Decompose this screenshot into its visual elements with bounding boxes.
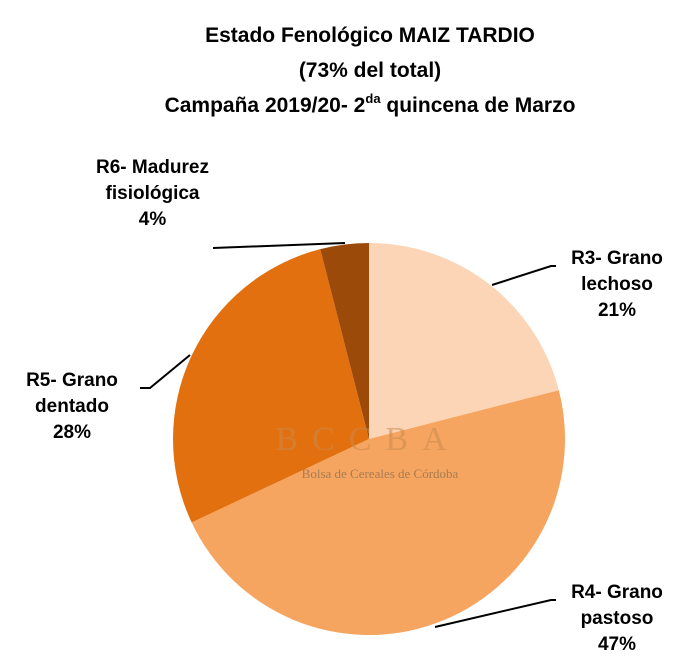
value-label: 28% xyxy=(52,422,92,443)
chart-title: Campaña 2019/20- 2 xyxy=(165,94,366,117)
leader-line xyxy=(491,265,556,286)
chart-title: Campaña 2019/20- 2da quincena de Marzo xyxy=(165,91,576,117)
leader-line xyxy=(434,599,556,628)
pie-slice xyxy=(369,243,559,439)
category-label: R3- Grano lechoso xyxy=(571,248,663,295)
value-label: 47% xyxy=(597,634,637,655)
watermark: BCCBA xyxy=(275,421,460,458)
pie-slice xyxy=(172,249,369,523)
chart-title: (73% del total) xyxy=(299,59,441,82)
category-label: R4- Grano pastoso xyxy=(571,582,663,629)
leader-lines xyxy=(140,242,556,628)
value-label: 4% xyxy=(138,209,167,230)
slice-label: R4- Grano pastoso 47% xyxy=(557,580,677,658)
category-label: R6- Madurez fisiológica xyxy=(96,157,209,204)
chart-title: quincena de Marzo xyxy=(381,94,576,117)
category-label: R5- Grano dentado xyxy=(26,370,118,417)
slice-label: R5- Grano dentado 28% xyxy=(2,368,142,446)
slice-label: R3- Grano lechoso 21% xyxy=(557,246,677,324)
leader-line xyxy=(140,354,191,389)
value-label: 21% xyxy=(597,300,637,321)
slice-label: R6- Madurez fisiológica 4% xyxy=(95,155,210,233)
pie-slice xyxy=(191,390,565,635)
chart-title: da xyxy=(365,91,381,106)
pie xyxy=(172,243,565,635)
watermark: Bolsa de Cereales de Córdoba xyxy=(302,466,459,481)
leader-line xyxy=(212,242,346,249)
pie-slice xyxy=(320,243,369,439)
chart-title: Estado Fenológico MAIZ TARDIO xyxy=(205,24,535,47)
